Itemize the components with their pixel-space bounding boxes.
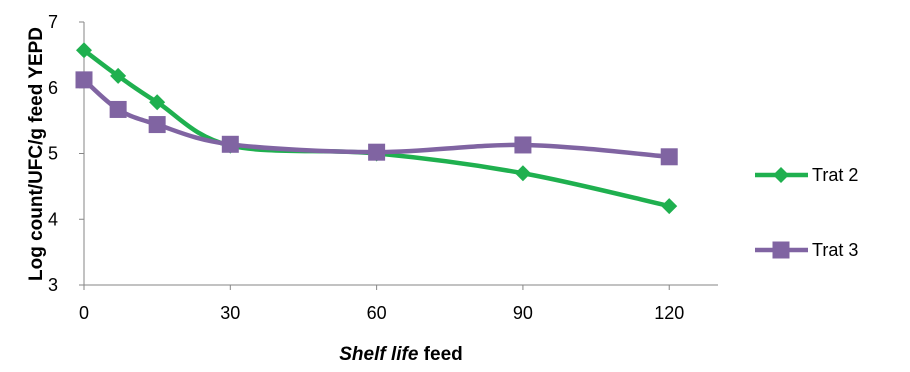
x-tick-label: 90 [513, 303, 533, 323]
data-point-trat-2 [514, 165, 531, 182]
data-point-trat-3 [221, 135, 239, 153]
x-axis-title-italic: Shelf life [339, 344, 419, 365]
y-tick-label: 4 [48, 209, 58, 229]
legend-item-trat-3: Trat 3 [755, 240, 858, 260]
data-point-trat-3 [660, 148, 678, 166]
legend-label: Trat 2 [812, 165, 858, 185]
data-point-trat-2 [76, 42, 92, 59]
y-axis-ticks: 3 4 5 6 7 [48, 12, 84, 295]
series-markers [75, 42, 678, 215]
legend-marker-trat-2 [773, 167, 789, 183]
x-tick-label: 0 [79, 303, 89, 323]
plot-area: 3 4 5 6 7 0 30 60 90 120 [48, 12, 718, 323]
x-tick-label: 120 [654, 303, 684, 323]
data-point-trat-3 [75, 71, 93, 89]
legend-label: Trat 3 [812, 240, 858, 260]
data-point-trat-2 [110, 67, 127, 84]
x-axis-title-rest: feed [418, 344, 462, 365]
legend-item-trat-2: Trat 2 [755, 165, 858, 185]
y-tick-label: 7 [48, 12, 58, 32]
data-point-trat-3 [368, 143, 386, 161]
data-point-trat-3 [148, 116, 166, 134]
data-point-trat-2 [661, 198, 678, 215]
legend-marker-trat-3 [772, 241, 790, 259]
legend: Trat 2 Trat 3 [755, 165, 858, 260]
y-tick-label: 3 [48, 275, 58, 295]
x-axis-ticks: 0 30 60 90 120 [79, 285, 684, 323]
x-tick-label: 30 [220, 303, 240, 323]
y-tick-label: 6 [48, 78, 58, 98]
data-point-trat-2 [149, 94, 166, 111]
y-axis-title: Log count/UFC/g feed YEPD [26, 27, 47, 281]
y-tick-label: 5 [48, 144, 58, 164]
x-tick-label: 60 [367, 303, 387, 323]
data-point-trat-3 [109, 100, 127, 118]
x-axis-title: Shelf life feed [339, 344, 463, 365]
data-point-trat-3 [514, 136, 532, 154]
series-lines [81, 48, 672, 209]
